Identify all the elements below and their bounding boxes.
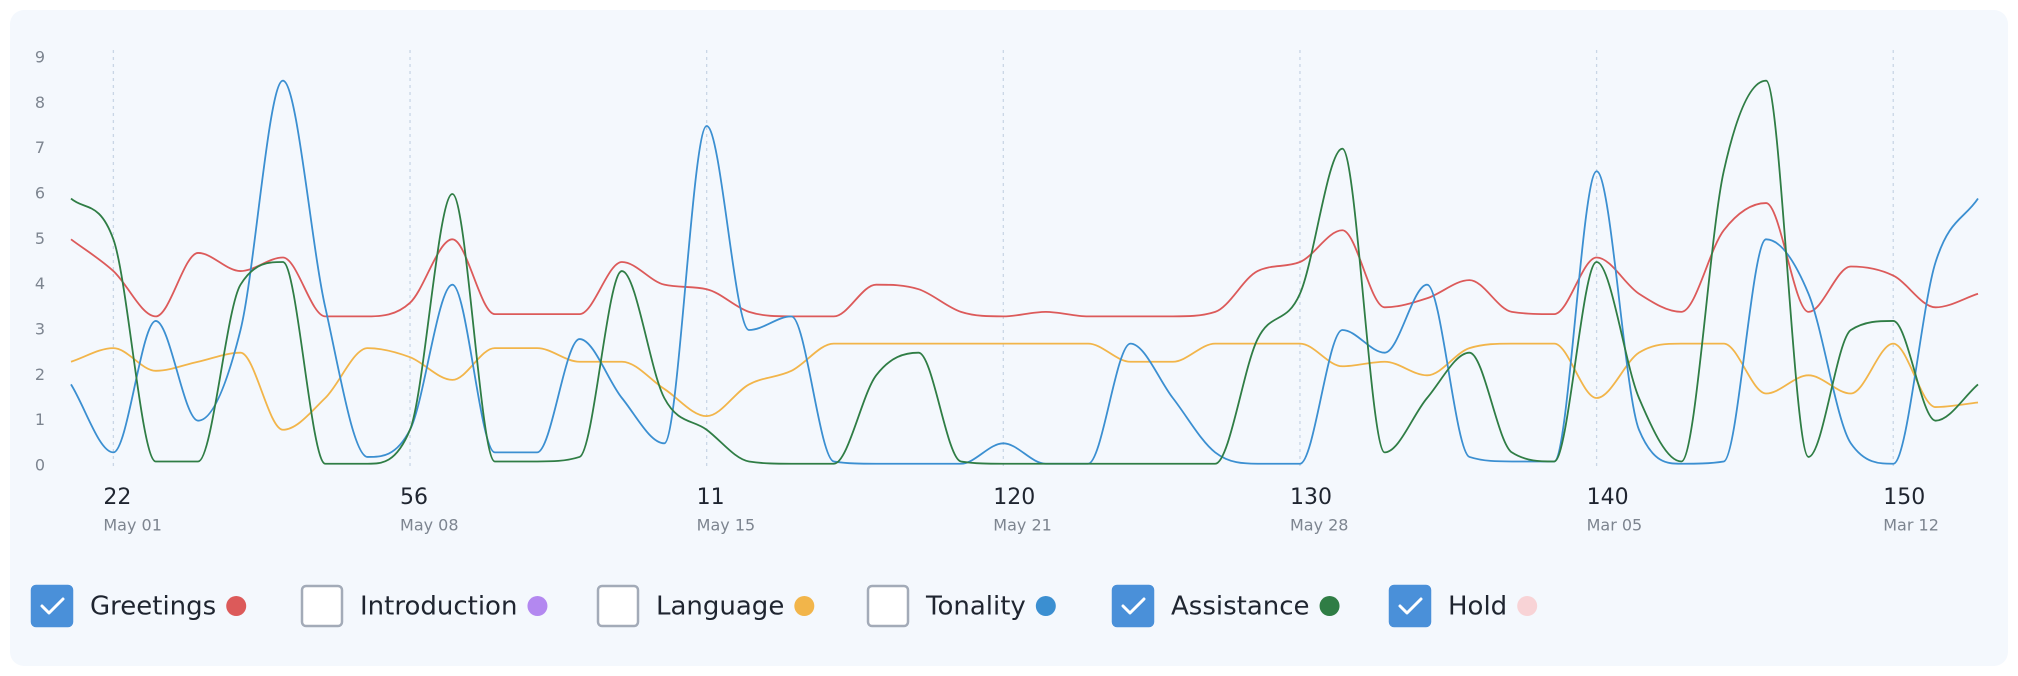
legend-dot [1035, 596, 1056, 616]
series-line [70, 202, 1979, 318]
y-tick-label: 6 [35, 184, 45, 203]
legend-label: Introduction [360, 592, 517, 622]
legend-item[interactable]: Hold [1388, 584, 1538, 628]
x-tick-date: Mar 12 [1883, 516, 1939, 535]
legend-checkbox[interactable] [30, 584, 74, 628]
x-tick-date: Mar 05 [1587, 516, 1643, 535]
legend-dot [1319, 596, 1340, 616]
x-tick-label: 56 [400, 485, 428, 510]
x-tick-label: 150 [1883, 485, 1925, 510]
x-tick-date: May 21 [993, 516, 1052, 535]
x-tick-date: May 15 [697, 516, 756, 535]
x-tick-label: 11 [697, 485, 725, 510]
y-tick-label: 8 [35, 93, 45, 112]
y-tick-label: 0 [35, 456, 45, 475]
legend-dot [527, 596, 548, 616]
check-mark [40, 597, 65, 615]
legend-checkbox[interactable] [300, 584, 344, 628]
legend-label: Tonality [925, 592, 1026, 622]
legend-dot [794, 596, 815, 616]
x-tick-date: May 08 [400, 516, 459, 535]
x-tick-label: 120 [993, 485, 1035, 510]
legend-dot [1517, 596, 1538, 616]
y-tick-label: 3 [35, 320, 45, 339]
legend-item[interactable]: Language [596, 584, 815, 628]
check-mark [1398, 597, 1423, 615]
series-line [70, 342, 1979, 431]
x-tick-date: May 28 [1290, 516, 1349, 535]
x-tick-label: 130 [1290, 485, 1332, 510]
legend-label: Greetings [90, 592, 216, 622]
y-tick-label: 2 [35, 365, 45, 384]
legend-item[interactable]: Introduction [300, 584, 548, 628]
series-line [70, 79, 1979, 465]
y-tick-label: 5 [35, 229, 45, 248]
y-tick-label: 7 [35, 138, 45, 157]
legend-checkbox[interactable] [1388, 584, 1432, 628]
y-tick-label: 1 [35, 410, 45, 429]
legend-checkbox[interactable] [1111, 584, 1155, 628]
legend-checkbox[interactable] [596, 584, 640, 628]
legend-label: Assistance [1171, 592, 1310, 622]
x-tick-label: 140 [1587, 485, 1629, 510]
card [10, 10, 2008, 666]
series-line [70, 79, 1979, 465]
y-tick-label: 9 [35, 48, 45, 67]
legend-item[interactable]: Greetings [30, 584, 247, 628]
x-tick-label: 22 [103, 485, 131, 510]
legend-item[interactable]: Tonality [866, 584, 1056, 628]
check-mark [1121, 597, 1146, 615]
legend-item[interactable]: Assistance [1111, 584, 1340, 628]
legend-label: Hold [1448, 592, 1507, 622]
y-tick-label: 4 [35, 274, 45, 293]
legend-dot [226, 596, 247, 616]
legend-checkbox[interactable] [866, 584, 910, 628]
legend-label: Language [656, 592, 784, 622]
x-tick-date: May 01 [103, 516, 162, 535]
